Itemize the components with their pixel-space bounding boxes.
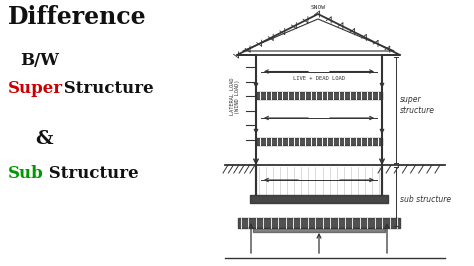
Text: super
structure: super structure (400, 95, 435, 115)
Text: Structure: Structure (58, 80, 154, 97)
Text: LIVE + DEAD LOAD: LIVE + DEAD LOAD (293, 76, 345, 81)
Text: sub structure: sub structure (400, 195, 451, 204)
Text: Structure: Structure (43, 165, 138, 182)
Text: B/W: B/W (20, 52, 59, 69)
Text: Super: Super (8, 80, 63, 97)
Text: LATERAL LOAD
(WIND LOAD): LATERAL LOAD (WIND LOAD) (229, 78, 240, 115)
Text: &: & (35, 130, 53, 148)
Text: SNOW: SNOW (310, 5, 326, 10)
Text: Difference: Difference (8, 5, 146, 29)
Text: Sub: Sub (8, 165, 44, 182)
